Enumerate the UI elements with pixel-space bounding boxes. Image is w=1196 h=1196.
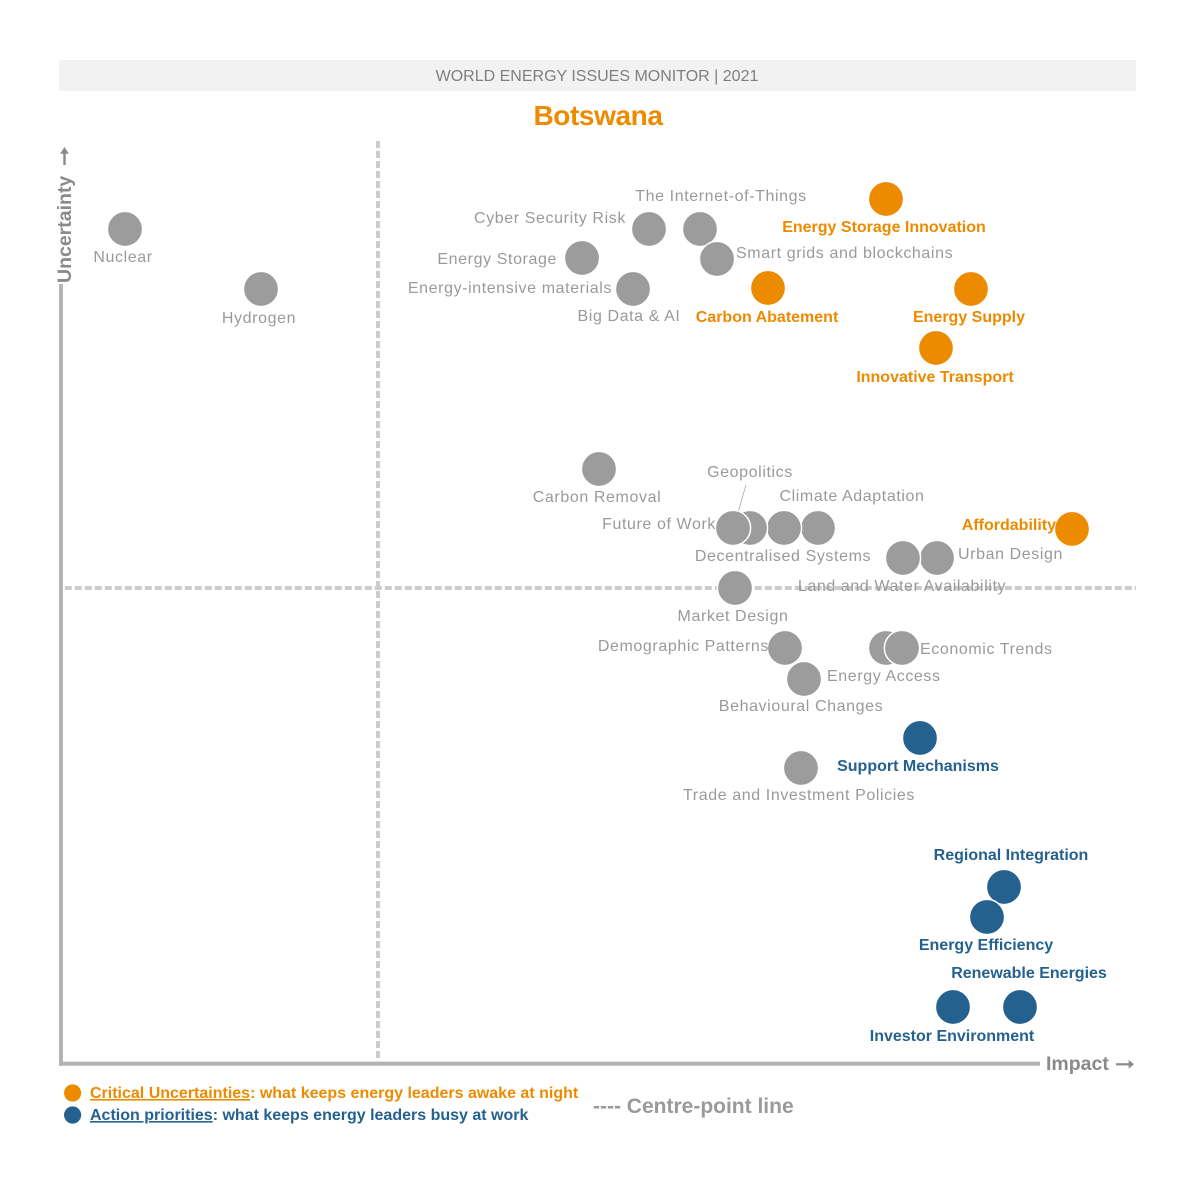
svg-text:Decentralised Systems: Decentralised Systems: [695, 548, 871, 565]
svg-text:Energy-intensive materials: Energy-intensive materials: [408, 280, 612, 297]
svg-text:Carbon Removal: Carbon Removal: [533, 489, 661, 506]
svg-text:Impact: Impact: [1046, 1053, 1109, 1075]
svg-text:Energy Storage: Energy Storage: [437, 251, 557, 268]
svg-text:Carbon Abatement: Carbon Abatement: [696, 309, 839, 326]
svg-text:The Internet-of-Things: The Internet-of-Things: [635, 188, 807, 205]
svg-text:Economic Trends: Economic Trends: [920, 641, 1053, 658]
svg-text:Demographic Patterns: Demographic Patterns: [598, 638, 769, 655]
svg-text:Action priorities: what keeps: Action priorities: what keeps energy lea…: [90, 1107, 528, 1124]
svg-text:Energy Efficiency: Energy Efficiency: [919, 937, 1053, 954]
svg-text:Affordability: Affordability: [962, 517, 1056, 534]
svg-text:Regional Integration: Regional Integration: [934, 847, 1089, 864]
svg-text:Support Mechanisms: Support Mechanisms: [837, 758, 999, 775]
svg-text:Climate Adaptation: Climate Adaptation: [779, 488, 924, 505]
svg-text:Energy Supply: Energy Supply: [913, 309, 1025, 326]
svg-text:Big Data & AI: Big Data & AI: [578, 308, 681, 325]
svg-text:Energy Storage Innovation: Energy Storage Innovation: [782, 219, 986, 236]
svg-text:Geopolitics: Geopolitics: [707, 464, 793, 481]
svg-text:Investor Environment: Investor Environment: [870, 1028, 1035, 1045]
svg-text:Behavioural Changes: Behavioural Changes: [719, 698, 883, 715]
svg-text:Nuclear: Nuclear: [93, 249, 152, 266]
svg-text:Botswana: Botswana: [533, 100, 663, 131]
svg-text:Trade and Investment Policies: Trade and Investment Policies: [683, 787, 915, 804]
svg-text:Innovative Transport: Innovative Transport: [856, 369, 1014, 386]
svg-text:Hydrogen: Hydrogen: [222, 310, 296, 327]
svg-text:Future of Work: Future of Work: [602, 516, 716, 533]
svg-text:Smart grids and blockchains: Smart grids and blockchains: [736, 245, 953, 262]
svg-text:Uncertainty: Uncertainty: [54, 176, 76, 283]
svg-text:---- Centre-point line: ---- Centre-point line: [593, 1095, 794, 1118]
svg-text:Market Design: Market Design: [678, 608, 789, 625]
svg-text:Critical Uncertainties: what k: Critical Uncertainties: what keeps energ…: [90, 1085, 579, 1102]
svg-text:Urban Design: Urban Design: [958, 546, 1063, 563]
svg-text:Cyber Security Risk: Cyber Security Risk: [474, 210, 626, 227]
svg-text:WORLD ENERGY ISSUES MONITOR |: WORLD ENERGY ISSUES MONITOR | 2021: [436, 68, 759, 85]
svg-text:Land and Water Availability: Land and Water Availability: [798, 578, 1006, 595]
svg-text:Energy Access: Energy Access: [827, 668, 941, 685]
svg-text:Renewable Energies: Renewable Energies: [951, 965, 1107, 982]
